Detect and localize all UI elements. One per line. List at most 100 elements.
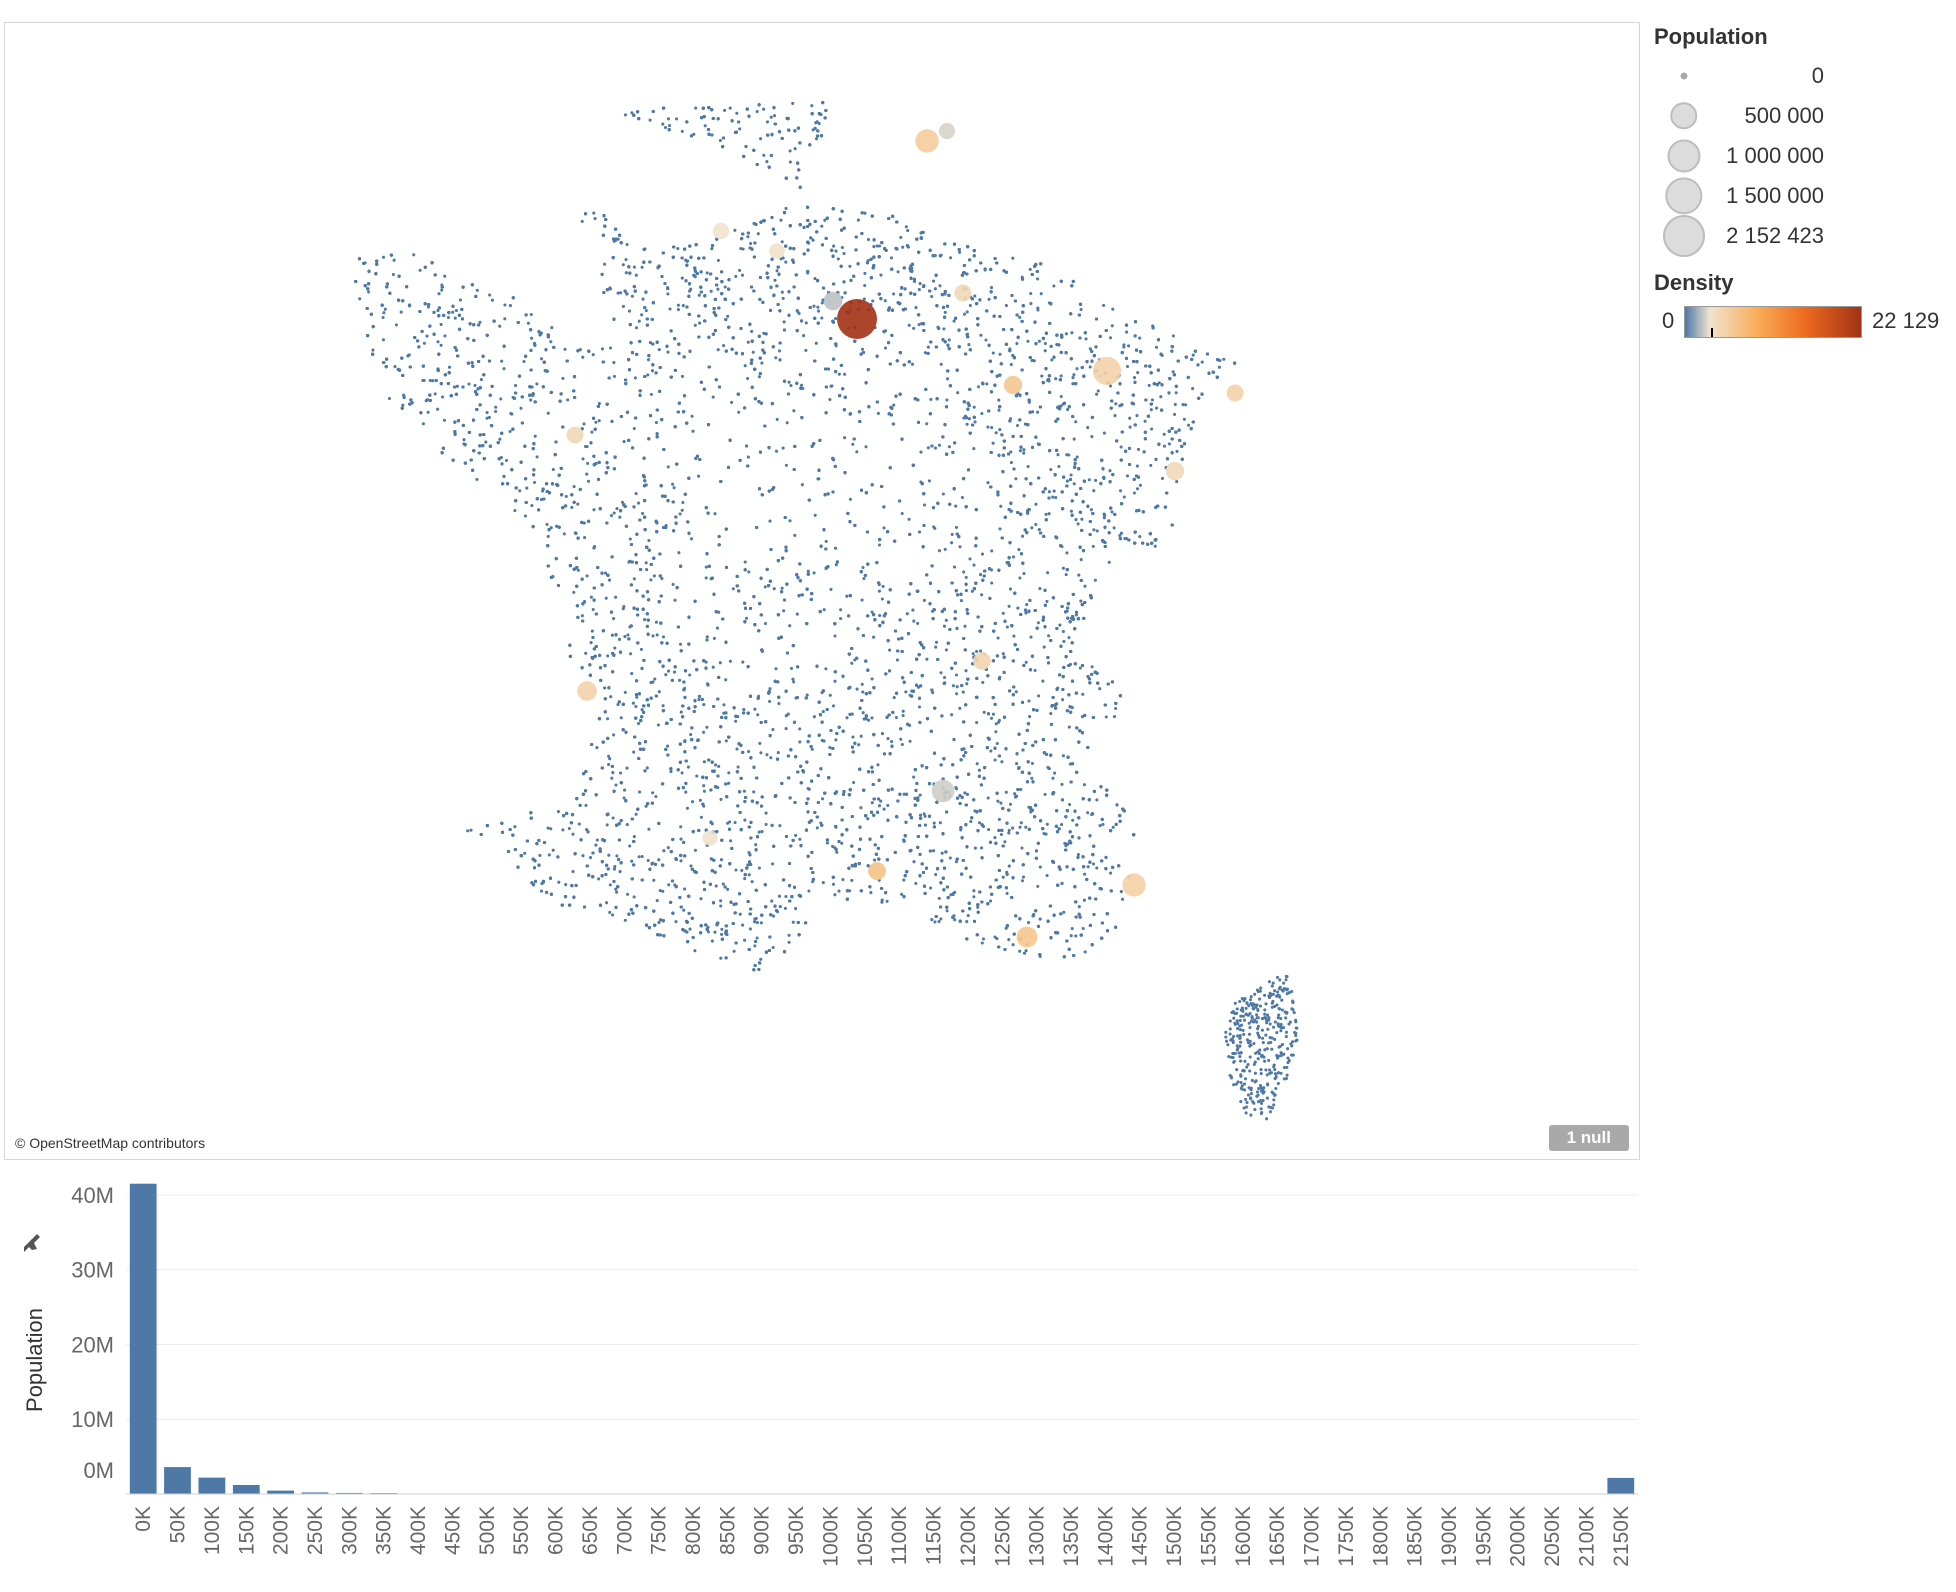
- x-tick-label: 450K: [442, 1506, 465, 1555]
- x-tick-label: 1850K: [1404, 1506, 1427, 1567]
- histogram-bar[interactable]: [301, 1492, 329, 1494]
- x-tick-label: 200K: [270, 1506, 293, 1555]
- x-tick-label: 1150K: [923, 1506, 946, 1565]
- histogram-bar[interactable]: [129, 1183, 157, 1494]
- city-marker[interactable]: [915, 129, 939, 153]
- histogram-bar[interactable]: [1607, 1477, 1635, 1494]
- x-tick-label: 550K: [510, 1506, 533, 1555]
- x-tick-label: 700K: [613, 1506, 636, 1555]
- density-median-tick: [1711, 328, 1713, 337]
- histogram-bar[interactable]: [267, 1490, 294, 1494]
- x-tick-label: 2150K: [1610, 1506, 1633, 1567]
- city-marker[interactable]: [577, 681, 597, 701]
- population-legend-item: 1 500 000: [1650, 176, 1950, 216]
- x-tick-label: 1350K: [1060, 1506, 1083, 1567]
- population-legend-label: 1 500 000: [1726, 183, 1824, 208]
- city-marker[interactable]: [1226, 384, 1244, 402]
- y-tick-label: 0M: [83, 1458, 114, 1483]
- y-tick-label: 20M: [71, 1332, 114, 1357]
- x-tick-label: 800K: [682, 1506, 705, 1555]
- x-tick-label: 750K: [648, 1506, 671, 1555]
- population-legend-title: Population: [1654, 24, 1768, 49]
- city-markers[interactable]: [566, 122, 1244, 948]
- population-legend-label: 500 000: [1744, 103, 1824, 128]
- city-marker[interactable]: [1122, 873, 1146, 897]
- x-tick-label: 300K: [338, 1506, 361, 1555]
- pin-icon[interactable]: [24, 1234, 40, 1252]
- map-canvas[interactable]: [5, 23, 1639, 1159]
- city-marker[interactable]: [1165, 461, 1185, 481]
- histogram-bar[interactable]: [232, 1485, 260, 1494]
- bar-gridlines: [126, 1194, 1638, 1495]
- x-tick-label: 1600K: [1232, 1506, 1255, 1567]
- x-tick-label: 50K: [167, 1506, 190, 1543]
- x-tick-label: 1100K: [888, 1506, 911, 1565]
- city-marker[interactable]: [954, 284, 972, 302]
- city-marker[interactable]: [1092, 356, 1122, 386]
- population-size-circle: [1665, 177, 1703, 215]
- population-size-circle: [1663, 215, 1705, 257]
- population-legend-item: 2 152 423: [1650, 215, 1950, 257]
- map-attribution: © OpenStreetMap contributors: [15, 1135, 206, 1151]
- x-tick-label: 1550K: [1198, 1506, 1221, 1567]
- density-color-ramp-row: 0 22 129: [1650, 302, 1950, 342]
- y-tick-label: 40M: [71, 1183, 114, 1208]
- density-legend-title: Density: [1654, 270, 1734, 295]
- x-tick-label: 500K: [476, 1506, 499, 1555]
- density-color-ramp: [1684, 306, 1862, 338]
- x-tick-label: 150K: [235, 1506, 258, 1555]
- x-tick-label: 600K: [545, 1506, 568, 1555]
- x-tick-label: 850K: [716, 1506, 739, 1555]
- city-marker[interactable]: [1016, 926, 1038, 948]
- x-tick-label: 350K: [373, 1506, 396, 1555]
- x-tick-label: 1950K: [1472, 1506, 1495, 1567]
- population-legend-label: 2 152 423: [1726, 223, 1824, 248]
- city-marker[interactable]: [1003, 375, 1023, 395]
- x-tick-label: 1200K: [957, 1506, 980, 1567]
- null-indicator-badge[interactable]: 1 null: [1548, 1125, 1629, 1151]
- city-marker[interactable]: [702, 830, 718, 846]
- density-min-label: 0: [1662, 308, 1675, 333]
- city-marker[interactable]: [931, 779, 955, 803]
- x-tick-label: 1400K: [1094, 1506, 1117, 1567]
- x-tick-label: 2000K: [1507, 1506, 1530, 1567]
- population-legend-item: 1 000 000: [1650, 136, 1950, 176]
- x-tick-label: 400K: [407, 1506, 430, 1555]
- city-marker[interactable]: [938, 122, 956, 140]
- city-marker[interactable]: [837, 299, 877, 339]
- x-axis: 0K 50K 100K 150K 200K 250K 300K 350K 400K 450K 500…: [126, 1493, 1638, 1567]
- population-legend-item: 0: [1650, 56, 1950, 96]
- legend-panel: Population 0 500 000 1 000 000 1 500 000 2 1…: [1650, 24, 1950, 342]
- x-tick-label: 2050K: [1541, 1506, 1564, 1567]
- histogram-bar[interactable]: [198, 1477, 226, 1494]
- histogram-bars[interactable]: [129, 1183, 1635, 1495]
- x-tick-label: 1700K: [1301, 1506, 1324, 1567]
- x-tick-label: 1650K: [1266, 1506, 1289, 1567]
- city-marker[interactable]: [712, 222, 730, 240]
- population-histogram[interactable]: 0M 10M 20M 30M 40M Population 0K 50K 100K 150K 200…: [0, 1170, 1956, 1590]
- population-legend-item: 500 000: [1650, 96, 1950, 136]
- city-marker[interactable]: [566, 426, 584, 444]
- x-tick-label: 650K: [579, 1506, 602, 1555]
- x-tick-label: 900K: [751, 1506, 774, 1555]
- histogram-bar[interactable]: [164, 1467, 191, 1494]
- population-size-legend: 0 500 000 1 000 000 1 500 000 2 152 423: [1650, 56, 1950, 257]
- city-marker[interactable]: [973, 652, 991, 670]
- x-tick-label: 1250K: [991, 1506, 1014, 1567]
- population-size-circle: [1670, 102, 1698, 130]
- x-tick-label: 100K: [201, 1506, 224, 1555]
- x-tick-label: 1000K: [820, 1506, 843, 1567]
- density-legend: Density 0 22 129: [1650, 270, 1950, 342]
- city-marker[interactable]: [868, 862, 886, 880]
- population-legend-label: 0: [1811, 63, 1824, 88]
- symbol-map[interactable]: © OpenStreetMap contributors 1 null: [4, 22, 1640, 1160]
- x-tick-label: 1300K: [1026, 1506, 1049, 1567]
- city-marker[interactable]: [769, 243, 785, 259]
- x-tick-label: 1900K: [1438, 1506, 1461, 1567]
- city-marker[interactable]: [823, 291, 843, 311]
- x-tick-label: 0K: [132, 1506, 155, 1532]
- x-tick-label: 1450K: [1129, 1506, 1152, 1567]
- municipality-dots: [354, 101, 1299, 1121]
- x-tick-label: 250K: [304, 1506, 327, 1555]
- histogram-bar[interactable]: [336, 1492, 363, 1494]
